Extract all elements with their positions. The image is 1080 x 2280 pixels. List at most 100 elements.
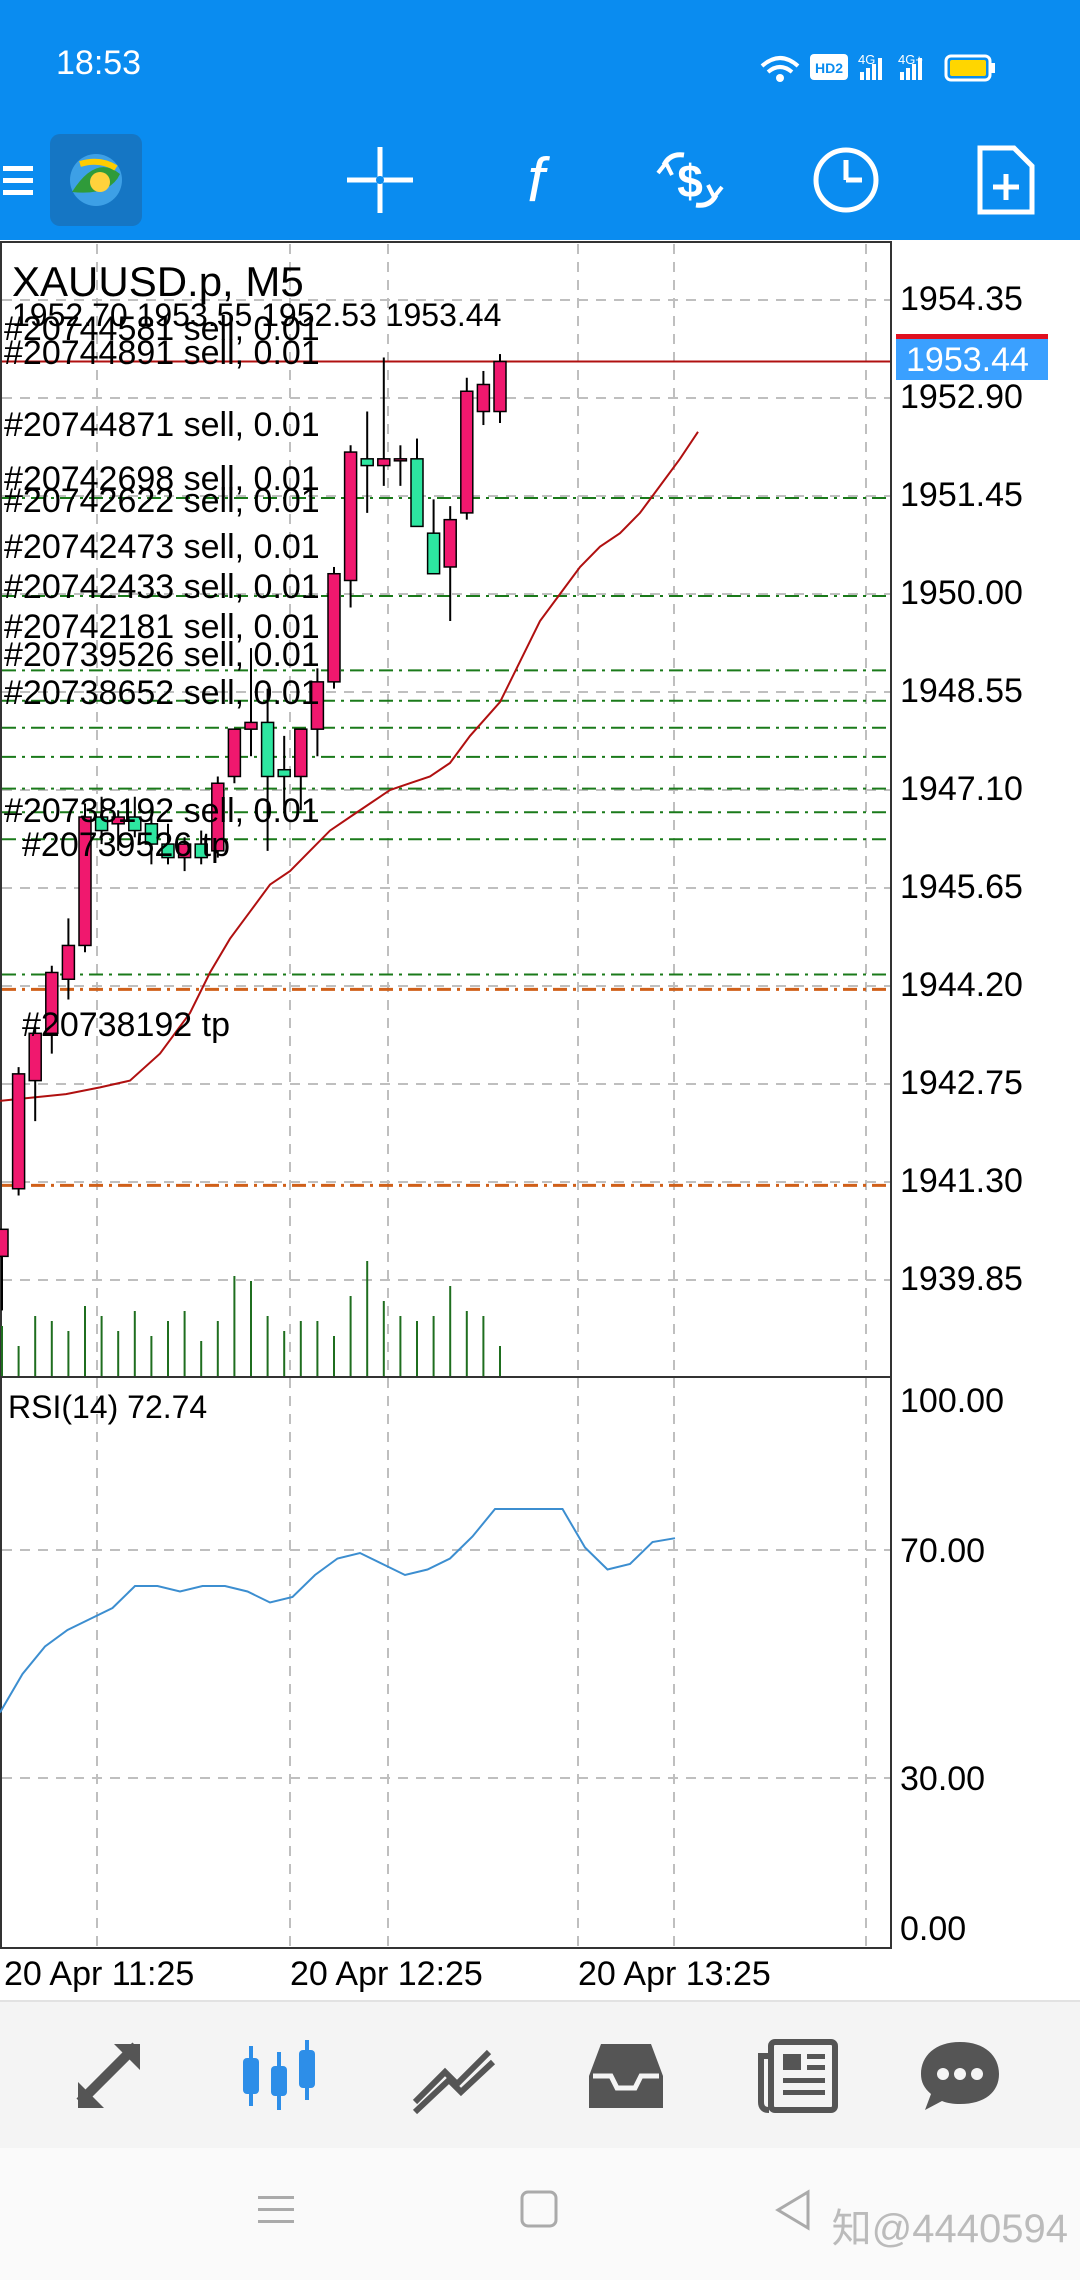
- candle-body: [327, 572, 341, 683]
- chart-area[interactable]: #20744581 sell, 0.01 #20744891 sell, 0.01…: [0, 240, 1080, 2000]
- candle-body: [144, 823, 159, 845]
- candle-body: [61, 944, 76, 980]
- candle-body: [460, 390, 474, 514]
- price-tick: 1954.35: [900, 280, 1023, 318]
- order-label: #20742433 sell, 0.01: [4, 568, 320, 606]
- order-label: #20739526 sell, 0.01: [4, 636, 320, 674]
- timeframe-clock-icon[interactable]: [804, 120, 888, 240]
- menu-icon[interactable]: [0, 120, 40, 240]
- price-tick: 1945.65: [900, 868, 1023, 906]
- candle-body: [78, 816, 92, 947]
- candle-body: [310, 681, 325, 730]
- candle-body: [28, 1032, 42, 1082]
- bottom-nav: [0, 2000, 1080, 2150]
- order-label: #20744581 sell, 0.01: [4, 310, 320, 348]
- ma-path: [0, 431, 699, 1102]
- news-icon[interactable]: [720, 2002, 880, 2150]
- price-tick: 1944.20: [900, 966, 1023, 1004]
- volume-bars: [1, 1261, 501, 1376]
- price-tick: 1942.75: [900, 1064, 1023, 1102]
- candle-body: [227, 728, 242, 778]
- order-label: #20744891 sell, 0.01: [4, 334, 320, 372]
- history-icon[interactable]: [546, 2002, 706, 2150]
- chart-icon[interactable]: [200, 2002, 360, 2150]
- price-tick: 1948.55: [900, 672, 1023, 710]
- quotes-icon[interactable]: [30, 2002, 190, 2150]
- candle-body: [194, 843, 208, 859]
- symbol-title: XAUUSD.p, M5: [12, 258, 304, 305]
- price-tick: 1939.85: [900, 1260, 1023, 1298]
- candle-body: [277, 768, 291, 778]
- messages-icon[interactable]: [880, 2002, 1040, 2150]
- order-label: #20738192 sell, 0.01: [4, 792, 320, 830]
- candle-body: [11, 1073, 26, 1190]
- order-label: #20742181 sell, 0.01: [4, 608, 320, 646]
- battery-icon: [944, 54, 995, 82]
- order-labels: #20744581 sell, 0.01#20744891 sell, 0.01…: [4, 310, 320, 1044]
- rsi-label: RSI(14) 72.74: [8, 1389, 207, 1425]
- system-nav: [0, 2148, 1080, 2280]
- price-chart[interactable]: #20744581 sell, 0.01#20744891 sell, 0.01…: [0, 240, 1080, 2000]
- rsi-path: [0, 1508, 676, 1714]
- candle-body: [377, 458, 391, 467]
- candle-body: [244, 721, 258, 730]
- svg-text:f: f: [527, 146, 550, 215]
- time-tick: 20 Apr 11:25: [4, 1955, 194, 1993]
- svg-text:$: $: [677, 155, 703, 207]
- candle-body: [94, 816, 109, 832]
- time-tick: 20 Apr 13:25: [578, 1955, 771, 1993]
- candle-body: [426, 532, 441, 575]
- order-label: #20742473 sell, 0.01: [4, 528, 320, 566]
- rsi-tick: 0.00: [900, 1910, 966, 1948]
- price-tick: 1950.00: [900, 574, 1023, 612]
- chart-grid: [2, 244, 890, 1946]
- ohlc-values: 1952.70 1953.55 1952.53 1953.44: [12, 297, 501, 333]
- candle-body: [294, 728, 308, 778]
- price-tick: 1952.90: [900, 378, 1023, 416]
- candle-body: [111, 816, 125, 825]
- candle-body: [128, 816, 142, 832]
- indicator-f-icon[interactable]: f: [496, 120, 576, 240]
- candle-body: [476, 383, 491, 413]
- rsi-tick: 100.00: [900, 1382, 1004, 1420]
- svg-text:4G: 4G: [858, 52, 875, 67]
- status-icons: HD2 4G 4G+: [760, 52, 995, 82]
- crosshair-icon[interactable]: [340, 120, 420, 240]
- signal-4g-plus-icon: 4G+: [898, 52, 923, 80]
- moving-average: [0, 431, 699, 1102]
- rsi-line: [0, 1508, 676, 1714]
- order-label: #20742622 sell, 0.01: [4, 482, 320, 520]
- candle-body: [211, 782, 225, 852]
- back-nav-icon[interactable]: [770, 2188, 830, 2238]
- menu-nav-icon[interactable]: [252, 2188, 312, 2238]
- candle-body: [161, 843, 175, 859]
- home-nav-icon[interactable]: [512, 2188, 572, 2238]
- time-tick: 20 Apr 12:25: [290, 1955, 483, 1993]
- svg-text:HD2: HD2: [815, 60, 843, 76]
- order-label: #20744871 sell, 0.01: [4, 406, 320, 444]
- candle-body: [360, 458, 374, 467]
- new-order-icon[interactable]: [964, 120, 1048, 240]
- candlesticks: [0, 354, 507, 1311]
- signal-4g-icon: 4G: [858, 52, 882, 80]
- symbol-dollar-icon[interactable]: $: [648, 120, 732, 240]
- price-tick: 1951.45: [900, 476, 1023, 514]
- rsi-tick: 70.00: [900, 1532, 985, 1570]
- current-price-tag: [896, 338, 1048, 380]
- order-label: #20739526 tp: [22, 826, 230, 864]
- price-tick: 1941.30: [900, 1162, 1023, 1200]
- svg-text:4G+: 4G+: [898, 52, 923, 67]
- price-tick: 1947.10: [900, 770, 1023, 808]
- app-logo-icon[interactable]: [48, 120, 144, 240]
- candle-body: [45, 971, 59, 1035]
- trade-icon[interactable]: [374, 2002, 534, 2150]
- current-price: 1953.44: [906, 341, 1029, 379]
- candle-body: [260, 721, 275, 778]
- candle-body: [410, 458, 424, 528]
- candle-body: [443, 518, 457, 568]
- top-toolbar: f $: [0, 120, 1080, 240]
- order-lines: [2, 360, 890, 1187]
- watermark: 知@4440594: [831, 2207, 1068, 2251]
- wifi-icon: [760, 56, 800, 82]
- candle-body: [493, 360, 507, 413]
